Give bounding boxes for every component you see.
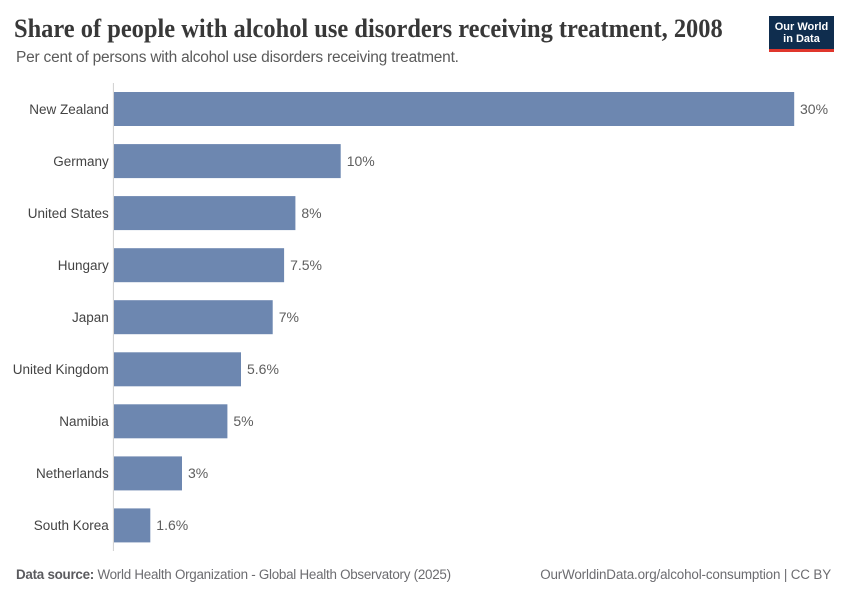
svg-text:United States: United States <box>28 206 109 221</box>
svg-text:Namibia: Namibia <box>59 414 109 429</box>
svg-text:5.6%: 5.6% <box>247 361 279 377</box>
svg-text:7%: 7% <box>279 309 299 325</box>
svg-text:1.6%: 1.6% <box>156 517 188 533</box>
svg-text:United Kingdom: United Kingdom <box>13 362 109 377</box>
svg-text:Japan: Japan <box>72 310 109 325</box>
svg-text:5%: 5% <box>233 413 253 429</box>
svg-text:Hungary: Hungary <box>58 258 109 273</box>
svg-text:Netherlands: Netherlands <box>36 466 109 481</box>
svg-text:South Korea: South Korea <box>34 518 110 533</box>
svg-text:3%: 3% <box>188 465 208 481</box>
svg-text:10%: 10% <box>347 153 375 169</box>
svg-text:30%: 30% <box>800 101 828 117</box>
svg-text:New Zealand: New Zealand <box>29 102 109 117</box>
svg-text:Germany: Germany <box>53 154 109 169</box>
svg-text:8%: 8% <box>301 205 321 221</box>
svg-text:7.5%: 7.5% <box>290 257 322 273</box>
